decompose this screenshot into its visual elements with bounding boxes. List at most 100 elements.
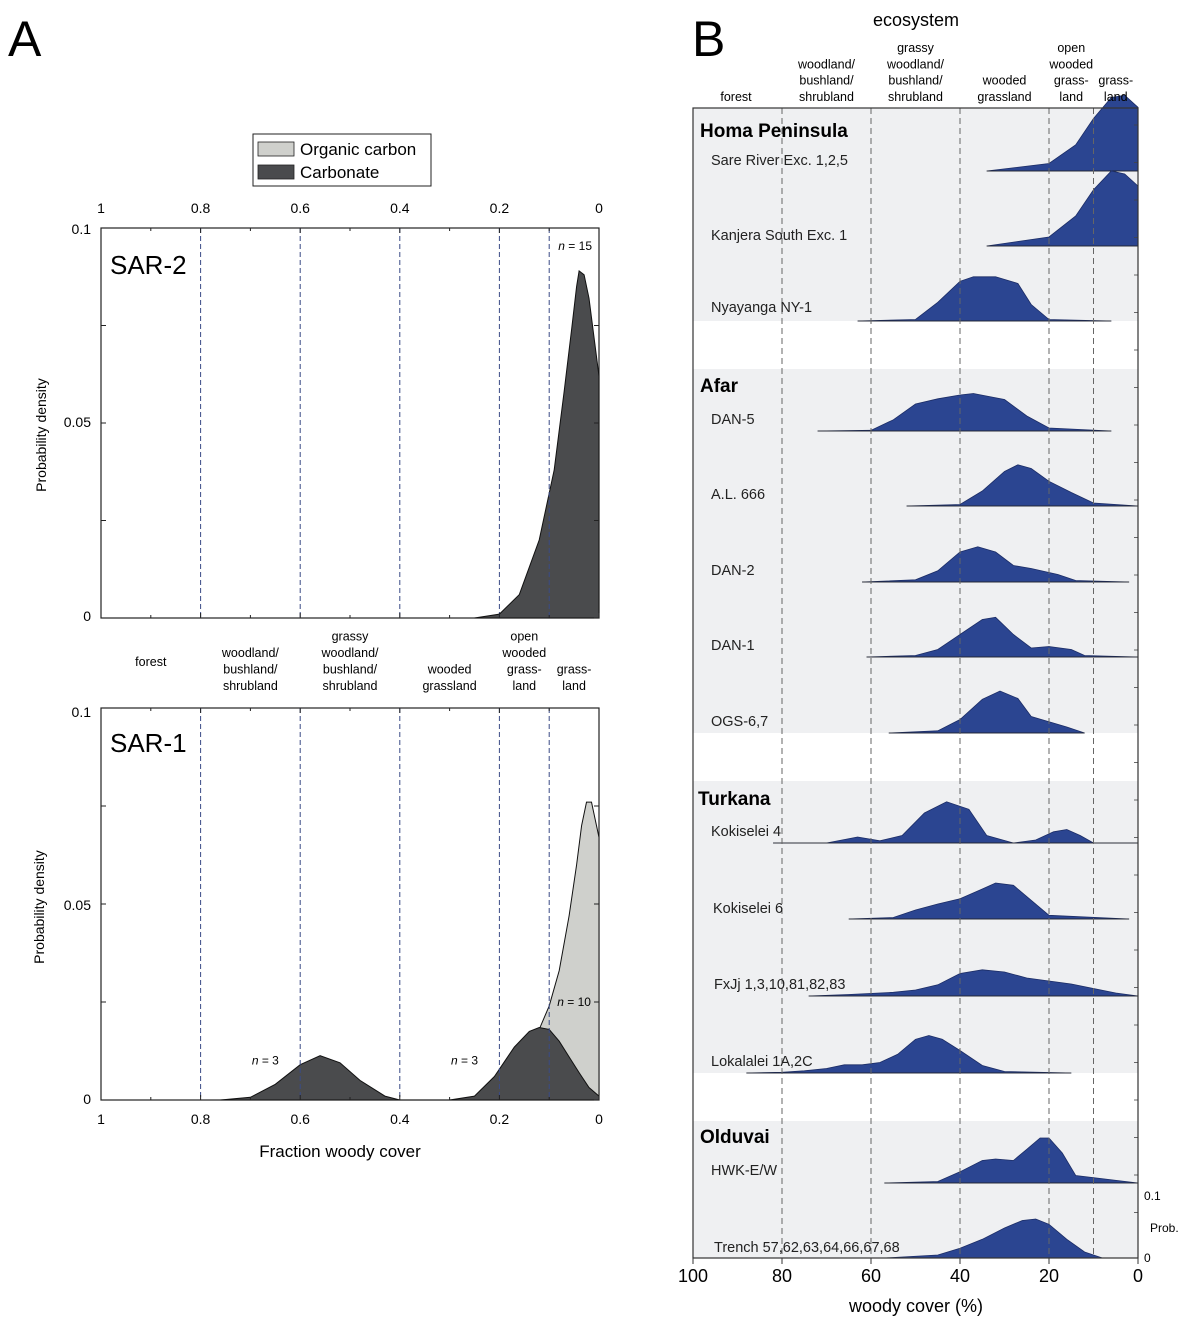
panel-b-xtick-label: 40 xyxy=(950,1266,970,1286)
panel-a-xlabel: Fraction woody cover xyxy=(259,1142,421,1161)
site-label: Sare River Exc. 1,2,5 xyxy=(711,153,848,169)
site-label: Kanjera South Exc. 1 xyxy=(711,228,847,244)
ecosystem-label-b: forest xyxy=(720,90,752,104)
panel-a-letter: A xyxy=(8,11,42,67)
site-label: A.L. 666 xyxy=(711,487,765,503)
sar1-ylabel: Probability density xyxy=(31,850,47,964)
region-name: Olduvai xyxy=(700,1127,770,1148)
density-3 xyxy=(817,393,1112,432)
sar1-xtick-label: 1 xyxy=(97,1111,105,1127)
sar1-density-organic-carbon xyxy=(518,801,600,1101)
sar1-xtick-label: 0.2 xyxy=(490,1111,510,1127)
ecosystem-label-a: wooded grassland xyxy=(422,663,476,694)
site-label: OGS-6,7 xyxy=(711,714,768,730)
sar1-n-label: n = 3 xyxy=(252,1054,279,1068)
sar1-xtick-label: 0 xyxy=(595,1111,603,1127)
sar1-xtick-label: 0.6 xyxy=(290,1111,310,1127)
ecosystem-label-a: grass-land xyxy=(557,663,592,694)
sar2-n-label: n = 15 xyxy=(558,239,592,253)
site-label: Kokiselei 6 xyxy=(713,901,783,917)
region-band xyxy=(693,1121,1138,1258)
sar2-ytick-0.05: 0.05 xyxy=(64,414,91,430)
panel-b-plot-frame xyxy=(692,107,1139,1259)
density-5 xyxy=(862,546,1130,583)
panel-b-xtick-label: 0 xyxy=(1133,1266,1143,1286)
density-6 xyxy=(866,616,1139,658)
sar2-density-carbonate xyxy=(474,269,600,619)
ecosystem-label-b: open wooded grass-land xyxy=(1048,41,1093,104)
ecosystem-label-b: wooded grassland xyxy=(977,74,1031,104)
prob-scale-bottom: 0 xyxy=(1144,1251,1151,1265)
sar2-label: SAR-2 xyxy=(110,250,187,280)
density-9 xyxy=(848,882,1130,920)
site-label: HWK-E/W xyxy=(711,1163,777,1179)
sar1-ytick-0: 0 xyxy=(83,1091,91,1107)
panel-b-title: ecosystem xyxy=(873,10,959,30)
site-label: Lokalalei 1A,2C xyxy=(711,1054,813,1070)
prob-scale-top: 0.1 xyxy=(1144,1189,1161,1203)
panel-b: B ecosystem Homa Peninsula Afar Turkana Old… xyxy=(678,10,1179,1316)
ecosystem-label-a: grassy woodland/bushland/shrubland xyxy=(321,630,380,694)
region-name: Afar xyxy=(700,376,739,397)
sar2-xtick-label: 0.8 xyxy=(191,200,211,216)
sar1-xtick-label: 0.8 xyxy=(191,1111,211,1127)
panel-b-ecosystem-labels: forest woodland/bushland/shrubland grassy w… xyxy=(720,41,1133,104)
density-8 xyxy=(773,801,1138,844)
sar2-ylabel: Probability density xyxy=(33,378,49,492)
sar1-n-label: n = 10 xyxy=(557,995,591,1009)
sar2-ytick-0.1: 0.1 xyxy=(72,221,92,237)
sar2-ytick-0: 0 xyxy=(83,608,91,624)
panel-b-xtick-label: 80 xyxy=(772,1266,792,1286)
legend-label-carbonate: Carbonate xyxy=(300,163,379,182)
sar2-xtick-label: 1 xyxy=(97,200,105,216)
sar2-xtick-label: 0 xyxy=(595,200,603,216)
sar2-xtick-label: 0.2 xyxy=(490,200,510,216)
site-label: Trench 57,62,63,64,66,67,68 xyxy=(714,1240,900,1256)
prob-scale-label: Prob. xyxy=(1150,1221,1179,1235)
site-label: FxJj 1,3,10,81,82,83 xyxy=(714,977,845,993)
legend-label-organic: Organic carbon xyxy=(300,140,416,159)
site-label: DAN-5 xyxy=(711,412,755,428)
legend-swatch-organic xyxy=(257,141,295,157)
panel-a-ecosystem-labels: forest woodland/bushland/shrubland grassy w… xyxy=(135,630,591,694)
sar2-data-layer: 1 0.8 0.6 0.4 0.2 0 xyxy=(97,200,603,619)
panel-b-xtick-label: 100 xyxy=(678,1266,708,1286)
sar1-ytick-0.05: 0.05 xyxy=(64,897,91,913)
ecosystem-label-a: woodland/bushland/shrubland xyxy=(221,646,280,693)
sar1-xtick-label: 0.4 xyxy=(390,1111,410,1127)
panel-b-letter: B xyxy=(692,11,725,67)
sar1-n-label: n = 3 xyxy=(451,1054,478,1068)
sar1-label: SAR-1 xyxy=(110,728,187,758)
site-label: DAN-1 xyxy=(711,638,755,654)
region-name: Homa Peninsula xyxy=(700,121,848,142)
sar1-ytick-0.1: 0.1 xyxy=(72,704,92,720)
site-label: Kokiselei 4 xyxy=(711,824,781,840)
sar1-data-layer: 1 0.8 0.6 0.4 0.2 0 n = 3 n = 3 n = 10 xyxy=(97,707,603,1127)
region-name: Turkana xyxy=(698,789,771,810)
ecosystem-label-a: open wooded grass-land xyxy=(501,630,546,694)
panel-a: A Organic carbon Carbonate 1 0.8 0.6 0.4 0.2… xyxy=(8,11,603,1161)
site-label: Nyayanga NY-1 xyxy=(711,300,812,316)
sar1-density-carbonate xyxy=(220,1026,600,1101)
ecosystem-label-b: grass-land xyxy=(1098,74,1133,104)
density-4 xyxy=(906,464,1139,507)
panel-b-xtick-label: 60 xyxy=(861,1266,881,1286)
density-7 xyxy=(888,690,1085,734)
legend-swatch-carbonate xyxy=(257,164,295,180)
legend: Organic carbon Carbonate xyxy=(252,133,432,187)
sar2-xtick-label: 0.4 xyxy=(390,200,410,216)
site-label: DAN-2 xyxy=(711,563,755,579)
panel-b-xtick-label: 20 xyxy=(1039,1266,1059,1286)
ecosystem-label-b: woodland/bushland/shrubland xyxy=(797,57,856,104)
sar2-plot-frame xyxy=(100,227,600,619)
density-2 xyxy=(857,276,1112,322)
panel-b-data-layer: Homa Peninsula Afar Turkana Olduvai Sare Riv… xyxy=(678,94,1143,1286)
ecosystem-label-b: grassy woodland/bushland/shrubland xyxy=(886,41,945,104)
density-10 xyxy=(808,969,1139,997)
sar2-xtick-label: 0.6 xyxy=(290,200,310,216)
region-band xyxy=(693,108,1138,321)
panel-b-xlabel: woody cover (%) xyxy=(848,1296,983,1316)
ecosystem-label-a: forest xyxy=(135,655,167,669)
density-11 xyxy=(746,1035,1072,1074)
